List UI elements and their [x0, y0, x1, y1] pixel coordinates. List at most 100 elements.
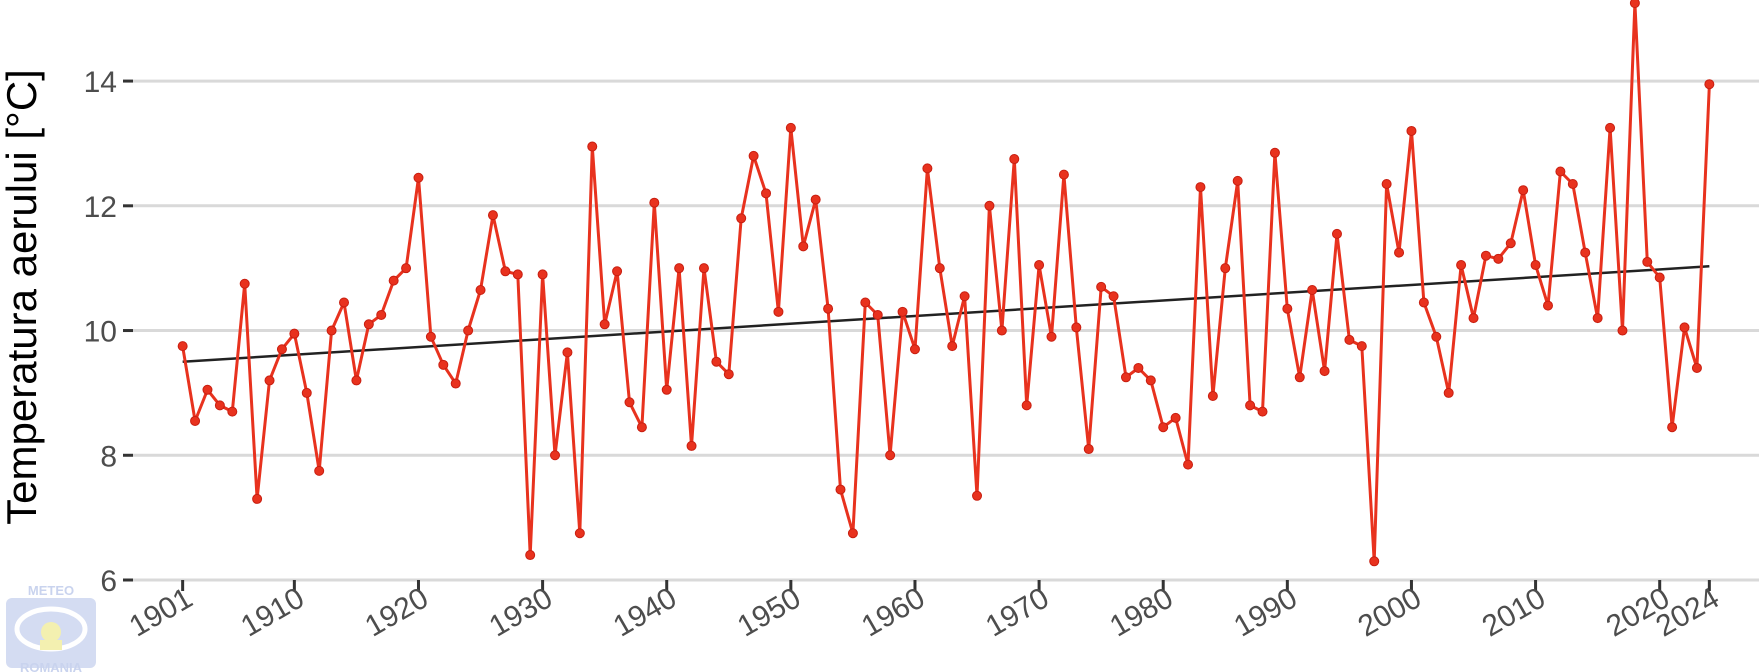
data-point-2009	[1518, 185, 1529, 196]
data-point-2012	[1555, 166, 1566, 177]
data-point-1963	[947, 341, 958, 352]
data-point-2000	[1406, 125, 1417, 136]
data-point-2015	[1592, 313, 1603, 324]
data-point-1977	[1120, 372, 1131, 383]
data-point-1927	[500, 266, 511, 277]
data-point-1937	[624, 397, 635, 408]
data-point-1910	[289, 328, 300, 339]
data-point-2014	[1580, 247, 1591, 258]
data-point-1922	[438, 359, 449, 370]
x-tick-label-1970: 1970	[980, 581, 1054, 643]
x-tick-label-1990: 1990	[1229, 581, 1303, 643]
data-point-1987	[1245, 400, 1256, 411]
data-point-2003	[1443, 387, 1454, 398]
axis-ticks	[123, 79, 1711, 591]
data-point-1976	[1108, 291, 1119, 302]
data-point-1915	[351, 375, 362, 386]
y-tick-labels: 6 8 10 12 14	[84, 66, 117, 598]
data-point-1940	[661, 384, 672, 395]
y-tick-label-6: 6	[100, 565, 117, 598]
x-tick-label-2010: 2010	[1477, 581, 1551, 643]
data-point-1921	[425, 331, 436, 342]
data-point-1928	[512, 269, 523, 280]
data-point-1904	[214, 400, 225, 411]
data-point-1926	[487, 210, 498, 221]
data-point-1980	[1158, 422, 1169, 433]
logo-text-meteo: METEO	[28, 583, 74, 598]
y-tick-label-10: 10	[84, 316, 117, 349]
data-point-1989	[1269, 147, 1280, 158]
data-point-2019	[1642, 256, 1653, 267]
data-point-1956	[860, 297, 871, 308]
data-point-1986	[1232, 175, 1243, 186]
data-point-2021	[1667, 422, 1678, 433]
data-point-1914	[339, 297, 350, 308]
x-tick-label-1930: 1930	[484, 581, 558, 643]
series-layer	[177, 0, 1715, 567]
data-point-2013	[1567, 178, 1578, 189]
data-point-1957	[872, 309, 883, 320]
data-point-1993	[1319, 366, 1330, 377]
data-point-2011	[1542, 300, 1553, 311]
data-point-1968	[1009, 154, 1020, 165]
data-point-1995	[1344, 334, 1355, 345]
series-line-0	[181, 1, 1711, 563]
data-point-1942	[686, 440, 697, 451]
data-point-1990	[1282, 303, 1293, 314]
data-point-1992	[1307, 285, 1318, 295]
data-point-1967	[996, 325, 1007, 336]
y-axis-label: Temperatura aerului [°C]	[0, 69, 45, 525]
data-point-1933	[574, 528, 585, 539]
data-point-1985	[1220, 263, 1231, 274]
data-point-1918	[388, 275, 399, 286]
data-point-1961	[922, 163, 933, 174]
data-point-2016	[1605, 122, 1616, 133]
data-point-1950	[785, 122, 796, 133]
data-point-1949	[773, 306, 784, 317]
x-tick-label-1910: 1910	[236, 581, 310, 643]
data-point-1964	[959, 291, 970, 302]
data-point-1935	[599, 319, 610, 330]
data-point-1999	[1394, 247, 1405, 258]
data-point-1920	[413, 172, 424, 183]
data-point-1953	[823, 303, 834, 314]
data-point-1941	[674, 263, 685, 274]
data-point-1997	[1369, 556, 1380, 567]
x-tick-labels: 1901 1910 1920 1930 1940 1950 1960 1970 1980 1990…	[124, 581, 1725, 643]
x-tick-label-1940: 1940	[608, 581, 682, 643]
data-point-1930	[537, 269, 548, 280]
data-point-2002	[1431, 331, 1442, 342]
data-point-1998	[1381, 178, 1392, 189]
data-point-1991	[1294, 372, 1305, 383]
data-point-1966	[984, 200, 995, 211]
data-point-1943	[698, 263, 709, 274]
data-point-1965	[972, 490, 983, 501]
data-point-1917	[376, 309, 387, 320]
data-point-2017	[1617, 325, 1628, 336]
data-point-1951	[798, 241, 809, 252]
data-point-1954	[835, 484, 846, 495]
data-point-1929	[525, 550, 536, 561]
data-point-2020	[1654, 272, 1665, 283]
data-point-1960	[909, 344, 920, 355]
x-tick-label-1901: 1901	[124, 581, 198, 643]
data-point-1946	[736, 213, 747, 224]
data-point-2007	[1493, 253, 1504, 264]
data-point-1996	[1356, 341, 1367, 352]
data-point-1952	[810, 194, 821, 205]
data-point-2023	[1691, 362, 1702, 373]
data-point-1975	[1096, 281, 1107, 292]
data-point-1913	[326, 325, 337, 336]
data-point-1909	[276, 344, 287, 355]
data-point-2006	[1480, 250, 1491, 261]
data-point-1971	[1046, 331, 1057, 342]
data-point-1972	[1058, 169, 1069, 180]
x-tick-label-1920: 1920	[360, 581, 434, 643]
data-point-1983	[1195, 182, 1206, 193]
x-tick-label-1980: 1980	[1104, 581, 1178, 643]
x-tick-label-1960: 1960	[856, 581, 930, 643]
data-point-1959	[897, 306, 908, 317]
data-point-1974	[1083, 444, 1094, 455]
data-point-1912	[314, 465, 325, 476]
